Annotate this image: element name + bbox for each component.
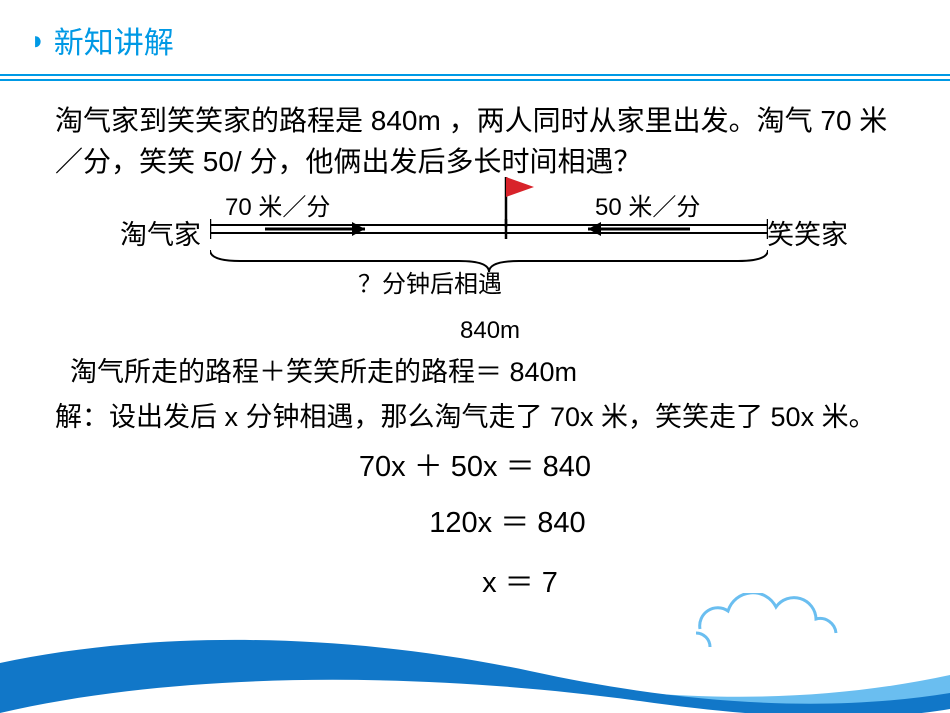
house-label-left: 淘气家 — [120, 213, 201, 252]
problem-statement: 淘气家到笑笑家的路程是 840m ，两人同时从家里出发。淘气 70 米／分，笑笑… — [55, 101, 895, 182]
decorative-waves — [0, 593, 950, 713]
house-label-right: 笑笑家 — [767, 213, 848, 252]
cloud-icon — [696, 593, 836, 647]
total-distance-label: 840m — [460, 317, 520, 345]
solution-setup: 解：设出发后 x 分钟相遇，那么淘气走了 70x 米，笑笑走了 50x 米。 — [55, 399, 895, 437]
word-equation: 淘气所走的路程＋笑笑所走的路程＝ 840m — [55, 350, 895, 389]
section-title: 新知讲解 — [54, 18, 174, 62]
diagram: 70 米／分 50 米／分 淘气家 笑笑家 ？分钟后相遇 — [95, 187, 855, 342]
section-header: ◗ 新知讲解 — [0, 0, 950, 62]
brace-label: ？分钟后相遇 — [340, 271, 520, 300]
header-divider — [0, 74, 950, 81]
equation-line-2: 120x ＝ 840 — [55, 499, 895, 541]
arrow-icon: ◗ — [30, 25, 46, 56]
equation-line-3: x ＝ 7 — [55, 559, 895, 601]
equation-line-1: 70x ＋ 50x ＝ 840 — [55, 443, 895, 485]
slide-content: 淘气家到笑笑家的路程是 840m ，两人同时从家里出发。淘气 70 米／分，笑笑… — [0, 81, 950, 601]
